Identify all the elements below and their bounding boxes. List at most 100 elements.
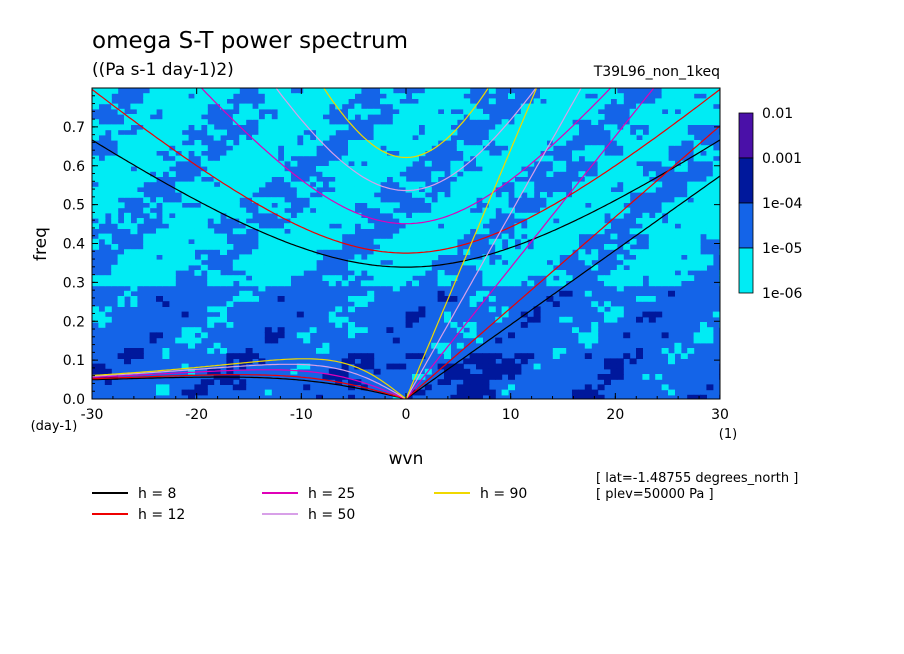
field-cell <box>693 218 701 224</box>
field-cell <box>610 93 618 99</box>
field-cell <box>92 238 99 245</box>
field-cell <box>303 332 311 339</box>
field-cell <box>335 212 343 219</box>
field-cell <box>136 249 144 255</box>
field-cell <box>488 155 496 162</box>
field-cell <box>277 332 285 339</box>
field-cell <box>693 264 701 271</box>
field-cell <box>175 119 183 125</box>
field-cell <box>706 176 714 183</box>
field-cell <box>373 166 381 172</box>
field-cell <box>258 119 266 125</box>
field-cell <box>149 134 157 141</box>
field-cell <box>514 249 522 255</box>
field-cell <box>130 228 138 235</box>
field-cell <box>437 379 445 385</box>
field-cell <box>354 176 362 183</box>
field-cell <box>124 124 131 131</box>
field-cell <box>399 280 407 287</box>
field-cell <box>386 129 394 136</box>
field-cell <box>629 264 637 271</box>
field-cell <box>111 218 119 224</box>
field-cell <box>124 264 131 271</box>
field-cell <box>706 202 714 209</box>
field-cell <box>520 212 528 219</box>
field-cell <box>335 186 343 193</box>
field-cell <box>501 166 509 172</box>
field-cell <box>418 374 426 380</box>
field-cell <box>565 98 573 105</box>
field-cell <box>239 358 247 365</box>
field-cell <box>444 223 451 229</box>
field-cell <box>655 129 663 136</box>
field-cell <box>469 332 477 339</box>
field-cell <box>540 238 547 245</box>
field-cell <box>469 384 477 391</box>
field-cell <box>668 249 675 255</box>
field-cell <box>488 129 496 136</box>
field-cell <box>136 348 144 354</box>
field-cell <box>527 181 535 188</box>
field-cell <box>341 192 349 198</box>
field-cell <box>303 233 311 240</box>
field-cell <box>175 145 183 151</box>
field-cell <box>508 363 515 370</box>
field-cell <box>604 181 611 188</box>
field-cell <box>501 124 509 131</box>
field-cell <box>412 280 419 287</box>
field-cell <box>124 166 131 172</box>
field-cell <box>220 233 227 240</box>
field-cell <box>258 176 266 183</box>
field-cell <box>194 103 202 110</box>
field-cell <box>341 171 349 177</box>
field-cell <box>584 197 592 203</box>
field-cell <box>476 181 483 188</box>
field-cell <box>642 134 650 141</box>
field-cell <box>373 140 381 146</box>
field-cell <box>290 98 298 105</box>
field-cell <box>661 124 669 131</box>
field-cell <box>405 244 413 250</box>
field-cell <box>655 150 663 157</box>
field-cell <box>264 259 272 266</box>
field-cell <box>232 353 240 359</box>
field-cell <box>424 129 432 136</box>
field-cell <box>648 150 656 157</box>
field-cell <box>469 394 477 399</box>
field-cell <box>380 155 387 162</box>
field-cell <box>661 98 669 105</box>
field-cell <box>232 181 240 188</box>
field-cell <box>482 264 490 271</box>
field-cell <box>143 108 151 115</box>
field-cell <box>572 181 579 188</box>
field-cell <box>482 176 490 183</box>
field-cell <box>655 233 663 240</box>
field-cell <box>501 155 509 162</box>
field-cell <box>399 233 407 240</box>
field-cell <box>296 259 304 266</box>
field-cell <box>232 192 240 198</box>
field-cell <box>360 197 368 203</box>
field-cell <box>213 316 221 323</box>
field-cell <box>527 223 535 229</box>
field-cell <box>495 166 503 172</box>
field-cell <box>648 259 656 266</box>
field-cell <box>92 368 99 375</box>
field-cell <box>296 233 304 240</box>
field-cell <box>341 218 349 224</box>
field-cell <box>469 192 477 198</box>
field-cell <box>693 140 701 146</box>
field-cell <box>636 348 643 354</box>
field-cell <box>335 160 343 167</box>
field-cell <box>533 212 541 219</box>
field-cell <box>616 129 624 136</box>
field-cell <box>328 311 336 318</box>
field-cell <box>546 223 554 229</box>
field-cell <box>335 202 343 209</box>
field-cell <box>136 108 144 115</box>
field-cell <box>591 114 599 120</box>
field-cell <box>303 228 311 235</box>
field-cell <box>117 353 125 359</box>
field-cell <box>373 150 381 157</box>
